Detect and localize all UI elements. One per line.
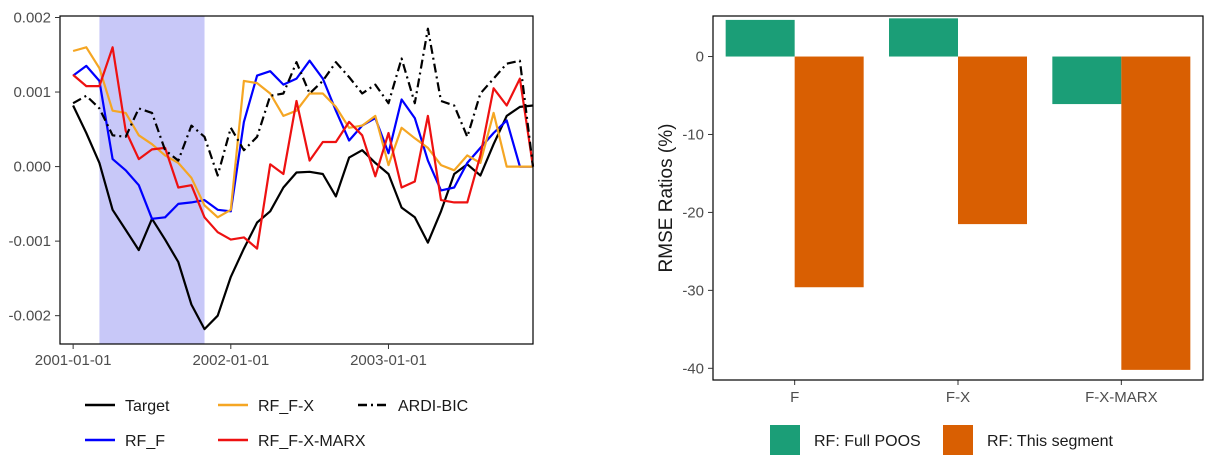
x-tick-label: F <box>790 389 799 406</box>
line-chart-legend: Target RF_F-X ARDI-BIC RF_F RF_F-X-MARX <box>85 398 468 450</box>
bar-chart: F F-X F-X-MARX 0 -10 -20 -30 -40 RMSE Ratios (%) <box>656 15 1204 406</box>
legend-key <box>770 425 800 455</box>
y-tick-label: -10 <box>682 126 704 143</box>
legend-label: Target <box>125 398 170 415</box>
y-tick-label: -30 <box>682 282 704 299</box>
y-tick-label: 0 <box>696 49 704 66</box>
y-tick-label: 0.000 <box>13 159 51 176</box>
y-tick-label: 0.002 <box>13 9 51 26</box>
bar-chart-legend: RF: Full POOS RF: This segment <box>770 425 1114 455</box>
y-tick-label: 0.001 <box>13 84 51 101</box>
legend-label: ARDI-BIC <box>398 398 468 415</box>
y-tick-label: -20 <box>682 204 704 221</box>
bar-f-x-marx-this-segment <box>1121 56 1191 370</box>
series-line-rf-f-x <box>72 46 533 219</box>
y-tick-label: -0.002 <box>8 308 51 325</box>
series-line-rf-f-x-marx <box>72 46 535 250</box>
legend-label: RF_F-X-MARX <box>258 433 366 450</box>
bar-f-x-this-segment <box>958 56 1027 225</box>
line-chart: 0.002 0.001 0.000 -0.001 -0.002 2001-01-01 200… <box>8 9 535 369</box>
x-tick-label: 2001-01-01 <box>35 352 112 369</box>
plot-frame <box>59 15 534 345</box>
legend-key <box>943 425 973 455</box>
x-tick-label: 2002-01-01 <box>192 352 269 369</box>
legend-label: RF_F <box>125 433 165 450</box>
x-tick-label: F-X <box>946 389 970 406</box>
legend-label: RF: This segment <box>987 433 1114 450</box>
bar-f-this-segment <box>794 56 864 288</box>
legend-label: RF_F-X <box>258 398 314 415</box>
y-axis-title: RMSE Ratios (%) <box>656 124 677 273</box>
bar-f-full-poos <box>725 19 795 57</box>
y-tick-label: -40 <box>682 360 704 377</box>
legend-label: RF: Full POOS <box>814 433 921 450</box>
bar-f-x-full-poos <box>889 18 958 57</box>
x-tick-label: F-X-MARX <box>1085 389 1158 406</box>
plot-frame <box>712 15 1204 381</box>
series-line-rf-f <box>72 59 533 220</box>
x-tick-label: 2003-01-01 <box>350 352 427 369</box>
series-line-target <box>72 104 534 331</box>
bar-f-x-marx-full-poos <box>1052 56 1122 105</box>
series-line-ardi-bic <box>72 27 535 177</box>
y-tick-label: -0.001 <box>8 233 51 250</box>
